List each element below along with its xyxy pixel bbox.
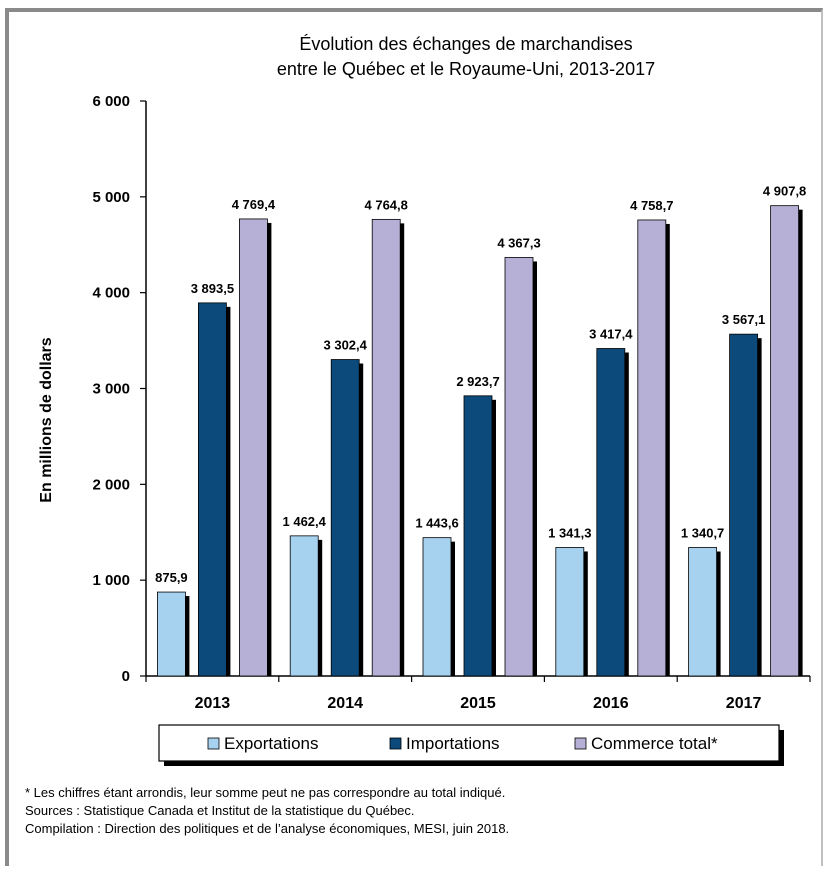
legend-label: Commerce total* — [591, 734, 718, 753]
bar — [504, 257, 534, 677]
footnote-sources: Sources : Statistique Canada et Institut… — [25, 803, 415, 818]
plot-area: 0 1 000 2 000 3 000 4 000 5 000 6 000 2013 875,9… — [92, 93, 811, 712]
y-tick-label: 1 000 — [92, 572, 130, 589]
y-tick-label: 3 000 — [92, 381, 130, 398]
bar — [688, 547, 717, 677]
legend-label: Importations — [406, 734, 500, 753]
data-label: 4 907,8 — [763, 184, 806, 199]
data-label: 2 923,7 — [456, 374, 499, 389]
data-label: 1 443,6 — [415, 516, 458, 531]
y-axis-title: En millions de dollars — [38, 337, 55, 502]
y-tick-label: 2 000 — [92, 476, 130, 493]
x-category-label: 2014 — [327, 695, 363, 712]
legend-swatch — [389, 737, 402, 750]
chart-frame — [5, 8, 823, 866]
data-label: 4 758,7 — [630, 198, 673, 213]
data-label: 4 367,3 — [497, 235, 540, 250]
data-label: 875,9 — [155, 570, 188, 585]
x-category-label: 2017 — [726, 695, 762, 712]
bar — [596, 348, 626, 677]
y-tick-label: 4 000 — [92, 285, 130, 302]
bar — [422, 537, 452, 677]
footnote-compilation: Compilation : Direction des politiques e… — [25, 821, 510, 836]
legend-label: Exportations — [224, 734, 319, 753]
data-label: 3 567,1 — [722, 312, 765, 327]
bar — [463, 395, 493, 677]
x-category-label: 2016 — [593, 695, 629, 712]
chart-title: Évolution des échanges de marchandises e… — [277, 34, 655, 79]
legend-swatch — [207, 737, 220, 750]
bar — [156, 591, 186, 677]
bar — [197, 302, 227, 677]
bar — [289, 535, 319, 677]
data-label: 1 341,3 — [548, 525, 591, 540]
bar — [770, 205, 799, 677]
data-label: 3 893,5 — [191, 281, 234, 296]
bar — [555, 547, 585, 677]
chart-title-line-2: entre le Québec et le Royaume-Uni, 2013-… — [277, 59, 655, 79]
data-label: 1 340,7 — [681, 526, 724, 541]
legend: Exportations Importations Commerce total* — [158, 724, 784, 766]
chart-title-line-1: Évolution des échanges de marchandises — [299, 34, 632, 54]
bar — [330, 359, 360, 677]
chart-notes: * Les chiffres étant arrondis, leur somm… — [25, 784, 509, 838]
legend-swatch — [574, 737, 587, 750]
y-tick-label: 5 000 — [92, 189, 130, 206]
bar — [371, 218, 401, 677]
y-tick-label: 6 000 — [92, 93, 130, 110]
data-label: 3 417,4 — [589, 326, 633, 341]
footnote-rounding: * Les chiffres étant arrondis, leur somm… — [25, 785, 506, 800]
data-label: 1 462,4 — [283, 514, 327, 529]
data-label: 4 764,8 — [365, 197, 408, 212]
data-label: 3 302,4 — [324, 338, 368, 353]
x-category-label: 2013 — [195, 695, 231, 712]
bar — [729, 333, 758, 677]
bar — [238, 218, 268, 677]
x-category-label: 2015 — [460, 695, 496, 712]
y-tick-label: 0 — [122, 668, 130, 685]
data-label: 4 769,4 — [232, 197, 276, 212]
bar — [637, 219, 667, 677]
legend-box — [158, 724, 780, 762]
